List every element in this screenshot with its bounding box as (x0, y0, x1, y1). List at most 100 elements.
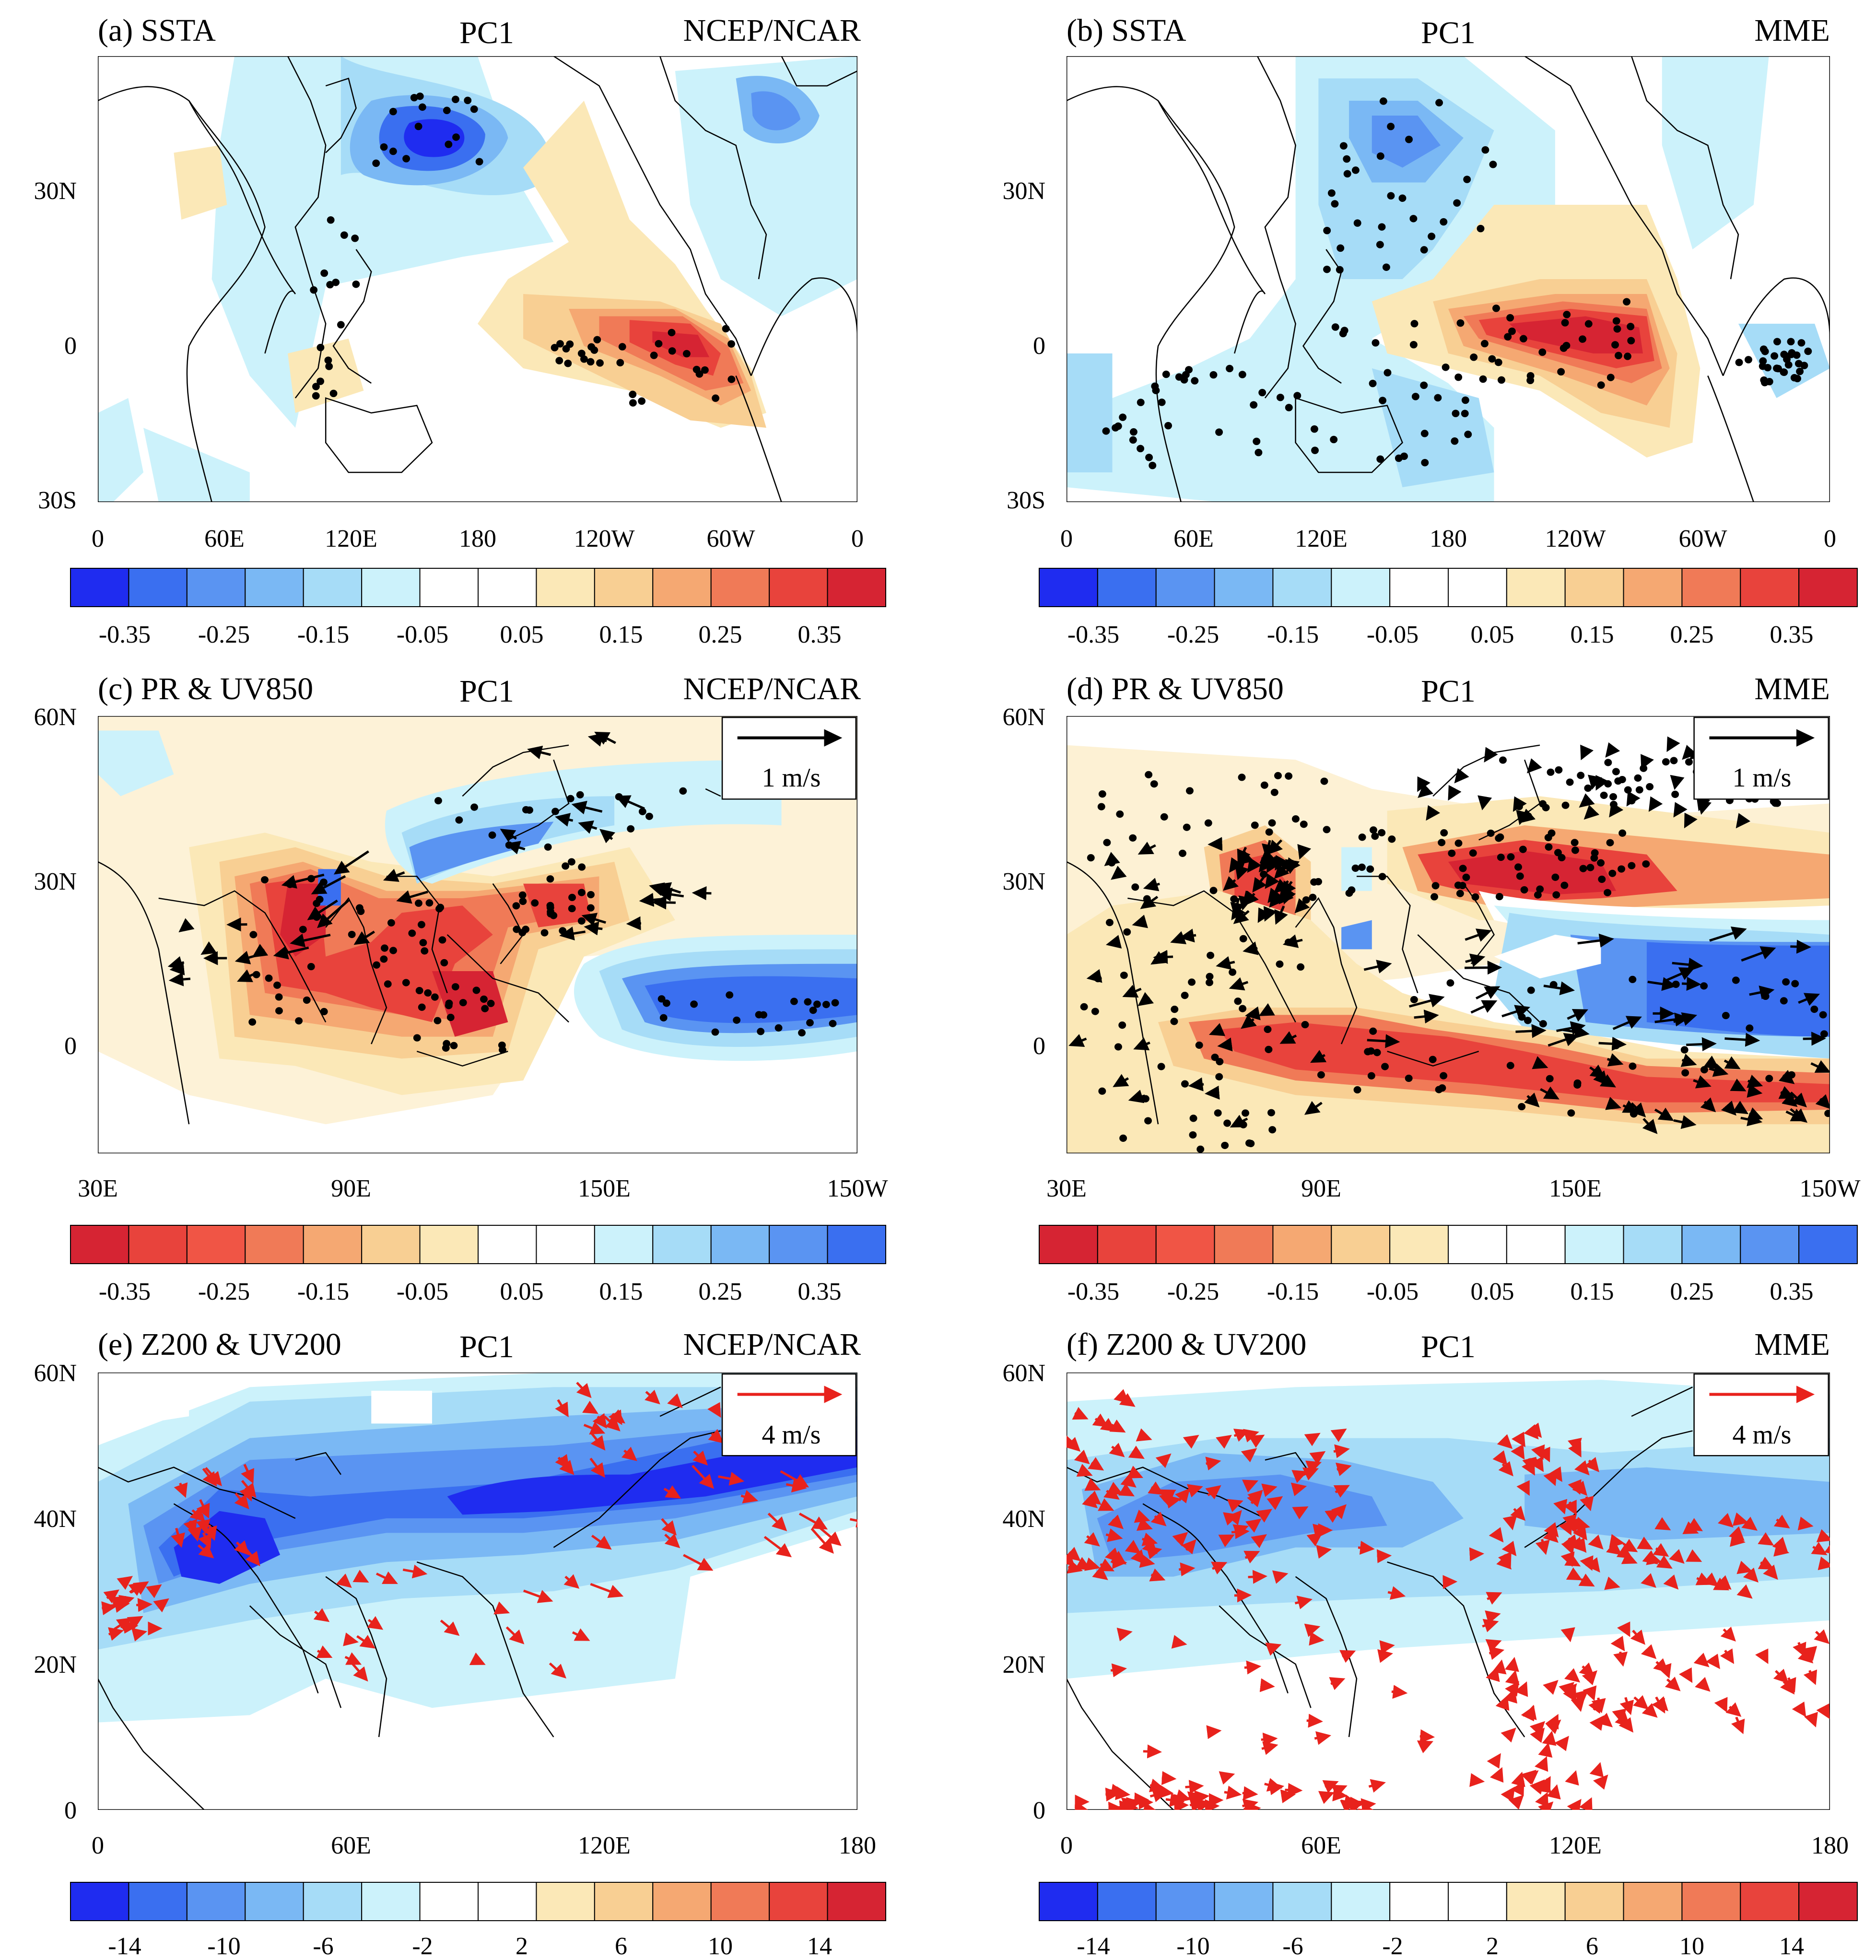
wind-vector (353, 930, 375, 945)
wind-vector (1237, 846, 1251, 865)
stipple-dot (1260, 781, 1268, 789)
wind-vector (1297, 844, 1312, 860)
stipple-dot (320, 1008, 328, 1015)
stipple-dot (1536, 885, 1544, 893)
wind-vector (798, 1513, 828, 1530)
stipple-dot (522, 806, 530, 814)
stipple-dot (1787, 1071, 1795, 1079)
wind-vector (1242, 1799, 1259, 1810)
wind-vector (645, 1389, 660, 1405)
wind-vector (1477, 795, 1492, 810)
wind-vector (1566, 1567, 1583, 1581)
stipple-dot (326, 281, 334, 289)
stipple-dot (790, 998, 798, 1005)
stipple-dot (555, 357, 563, 364)
panel-d-yticks: 60N 30N 0 (1002, 704, 1045, 1060)
stipple-dot (657, 995, 666, 1003)
wind-vector (649, 882, 665, 896)
panel-e-xtick-2: 120E (578, 1832, 631, 1859)
wind-vector (1724, 1033, 1760, 1047)
stipple-dot (1438, 839, 1446, 846)
wind-vector (1211, 1561, 1228, 1574)
stipple-dot (1207, 951, 1215, 959)
wind-vector (1217, 1037, 1233, 1052)
wind-vector (1588, 1698, 1604, 1714)
wind-vector (1161, 1771, 1177, 1785)
wind-vector (1572, 1480, 1588, 1496)
stipple-dot (1804, 347, 1812, 355)
stipple-dot (1376, 455, 1384, 463)
stipple-dot (1494, 358, 1502, 366)
stipple-dot (1211, 1054, 1219, 1061)
wind-vector (1501, 1540, 1517, 1556)
stipple-dot (1489, 161, 1497, 168)
wind-vector (1648, 796, 1663, 812)
stipple-dot (1628, 862, 1636, 869)
stipple-dot (757, 1028, 765, 1035)
stipple-dot (1477, 224, 1485, 233)
colorbar-cell (594, 1882, 654, 1921)
colorbar-cell (1097, 568, 1157, 607)
wind-vector (1730, 1533, 1746, 1547)
wind-vector (559, 927, 586, 940)
stipple-dot (1810, 1005, 1818, 1013)
stipple-dot (464, 96, 472, 105)
stipple-dot (1442, 364, 1450, 371)
stipple-dot (1662, 758, 1670, 766)
wind-vector (692, 1450, 708, 1466)
stipple-dot (1722, 1011, 1730, 1020)
colorbar-c: -0.35 -0.25 -0.15 -0.05 0.05 0.15 0.25 0… (70, 1225, 886, 1305)
panel-e-xticks: 0 60E 120E 180 (92, 1832, 876, 1859)
stipple-dot (1239, 1005, 1247, 1012)
wind-vector (1618, 1717, 1634, 1733)
cb-f-label-7: 14 (1779, 1933, 1804, 1960)
wind-vector (1579, 793, 1595, 808)
cb-b-label-6: 0.25 (1670, 621, 1714, 648)
vectors-e (101, 1382, 857, 1682)
stipple-dot (303, 996, 311, 1004)
colorbar-cell (478, 1225, 537, 1264)
stipple-dot (425, 899, 434, 907)
wind-vector (1537, 1778, 1552, 1794)
panel-b-xtick-1: 60E (1173, 525, 1214, 552)
wind-vector (1585, 1557, 1600, 1573)
stipple-dot (1320, 777, 1328, 785)
colorbar-cell (1039, 1225, 1098, 1264)
colorbar-cell (361, 1225, 421, 1264)
wind-vector (1247, 857, 1262, 873)
wind-vector (1686, 1037, 1717, 1051)
stipple-dot (1145, 771, 1153, 778)
wind-vector (1179, 928, 1196, 943)
stipple-dot (1557, 368, 1565, 376)
wind-vector (1511, 1432, 1525, 1447)
stipple-dot (402, 979, 410, 986)
wind-vector (1580, 744, 1594, 761)
panel-b-xtick-5: 60W (1678, 525, 1727, 552)
stipple-dot (1226, 364, 1234, 373)
panel-c-center: PC1 (459, 674, 514, 709)
stipple-dot (1735, 359, 1743, 366)
colorbar-cell (769, 1225, 828, 1264)
wind-vector (145, 1584, 162, 1598)
wind-vector (1741, 946, 1776, 962)
wind-vector (1647, 977, 1677, 991)
stipple-dot (562, 862, 570, 870)
stipple-dot (1264, 1025, 1272, 1033)
wind-vector (1792, 1702, 1806, 1717)
panel-e-ytick-2: 20N (34, 1651, 77, 1678)
colorbar-cell (1681, 568, 1741, 607)
wind-vector (1574, 1460, 1590, 1476)
stipple-dot (1410, 996, 1418, 1004)
stipple-dot (1680, 1046, 1688, 1054)
panel-d-source: MME (1754, 671, 1830, 706)
wind-vector (1256, 1509, 1272, 1523)
wind-vector (1534, 1756, 1548, 1772)
panel-d: 1 m/s (d) PR & UV850 PC1 MME 60N 30N 0 3… (1002, 671, 1860, 1305)
stipple-dot (1461, 396, 1469, 404)
stipple-dot (1340, 327, 1348, 334)
stipple-dot (1216, 1058, 1224, 1066)
panel-c-xtick-0: 30E (78, 1175, 118, 1202)
stipple-dot (1609, 793, 1617, 801)
wind-vector (1678, 1667, 1693, 1683)
stipple-dot (310, 286, 318, 294)
